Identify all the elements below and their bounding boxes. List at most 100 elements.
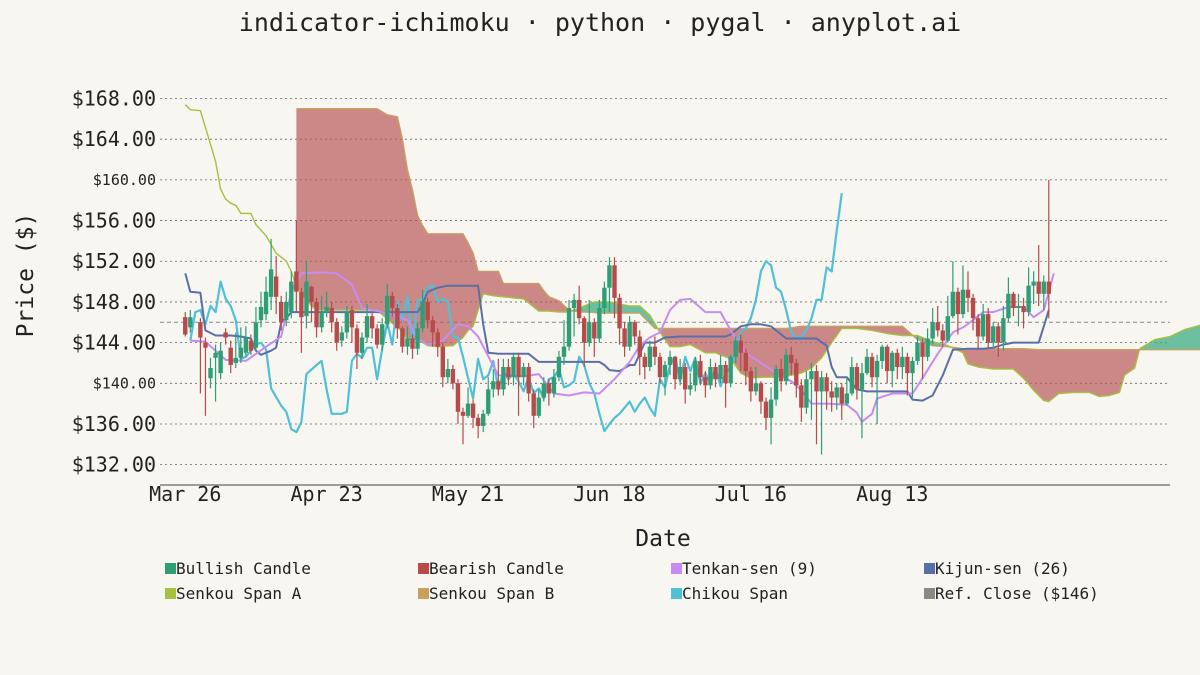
candle-body bbox=[582, 318, 587, 343]
bearish-candle bbox=[248, 334, 254, 355]
bullish-candle bbox=[536, 389, 541, 418]
bearish-candle bbox=[748, 367, 754, 402]
bullish-candle bbox=[188, 310, 193, 333]
candle-body bbox=[344, 312, 350, 333]
bullish-candle bbox=[925, 328, 930, 361]
candle-body bbox=[642, 356, 647, 368]
candle-body bbox=[188, 317, 193, 328]
candle-body bbox=[284, 301, 289, 321]
y-axis-title: Price ($) bbox=[13, 213, 39, 338]
bearish-candle bbox=[652, 336, 658, 365]
bearish-candle bbox=[435, 328, 440, 357]
candle-body bbox=[597, 308, 602, 339]
bullish-candle bbox=[688, 373, 693, 396]
candle-body bbox=[258, 307, 264, 321]
candle-body bbox=[576, 299, 582, 319]
candle-body bbox=[475, 417, 481, 427]
candle-body bbox=[314, 301, 319, 328]
bullish-candle bbox=[667, 350, 673, 376]
bullish-candle bbox=[864, 348, 870, 376]
candle-body bbox=[622, 328, 627, 347]
candle-body bbox=[587, 322, 592, 343]
candle-body bbox=[536, 397, 541, 416]
bearish-candle bbox=[546, 379, 552, 406]
y-tick-label: $140.00 bbox=[93, 374, 156, 392]
candle-body bbox=[632, 322, 637, 337]
bullish-candle bbox=[945, 295, 950, 343]
candle-body bbox=[991, 326, 996, 343]
candle-body bbox=[435, 332, 440, 347]
bullish-candle bbox=[900, 346, 905, 380]
bearish-candle bbox=[632, 320, 637, 345]
bullish-candle bbox=[950, 261, 956, 319]
candle-body bbox=[440, 346, 445, 378]
candle-body bbox=[738, 340, 743, 353]
candle-body bbox=[900, 356, 905, 368]
bullish-candle bbox=[677, 358, 683, 386]
candle-body bbox=[450, 369, 456, 384]
bearish-candle bbox=[349, 305, 355, 343]
candle-body bbox=[945, 316, 950, 341]
bearish-candle bbox=[1011, 291, 1016, 317]
bearish-candle bbox=[576, 285, 582, 325]
bearish-candle bbox=[672, 356, 678, 390]
candle-body bbox=[612, 265, 617, 298]
candle-body bbox=[359, 337, 365, 353]
candle-body bbox=[556, 356, 562, 378]
bearish-candle bbox=[460, 407, 466, 445]
bullish-candle bbox=[571, 293, 577, 337]
bearish-candle bbox=[582, 316, 587, 368]
y-tick-label: $144.00 bbox=[72, 331, 156, 355]
candle-body bbox=[263, 291, 269, 315]
bullish-candle bbox=[1006, 277, 1011, 323]
candle-body bbox=[869, 356, 875, 378]
bearish-candle bbox=[738, 334, 743, 372]
bearish-candle bbox=[698, 354, 703, 386]
y-tick-label: $164.00 bbox=[72, 127, 156, 151]
bearish-candle bbox=[526, 362, 531, 402]
candle-body bbox=[859, 373, 865, 390]
candle-body bbox=[369, 316, 375, 329]
candle-body bbox=[804, 379, 809, 408]
candle-body bbox=[551, 377, 557, 394]
bearish-candle bbox=[905, 352, 910, 396]
candle-body bbox=[758, 383, 764, 402]
candlesticks bbox=[183, 179, 1051, 455]
bullish-candle bbox=[910, 356, 915, 398]
bearish-candle bbox=[637, 330, 642, 376]
candle-body bbox=[541, 383, 546, 398]
bullish-candle bbox=[319, 295, 324, 333]
candle-body bbox=[334, 322, 339, 343]
candle-body bbox=[299, 291, 304, 318]
candle-body bbox=[652, 346, 658, 357]
legend-item: Bearish Candle bbox=[418, 559, 564, 578]
bullish-candle bbox=[213, 344, 218, 402]
candle-body bbox=[339, 332, 344, 341]
bullish-candle bbox=[289, 271, 294, 319]
candle-body bbox=[268, 269, 274, 297]
bullish-candle bbox=[693, 356, 698, 392]
candle-body bbox=[773, 369, 779, 400]
y-tick-label: $156.00 bbox=[72, 209, 156, 233]
candle-body bbox=[703, 377, 708, 386]
legend-swatch bbox=[671, 588, 682, 599]
candle-body bbox=[662, 364, 668, 378]
legend-item: Tenkan-sen (9) bbox=[671, 559, 817, 578]
candle-body bbox=[753, 383, 759, 392]
candle-body bbox=[839, 387, 844, 404]
candle-body bbox=[521, 367, 526, 378]
candle-body bbox=[723, 364, 728, 384]
candle-body bbox=[1041, 281, 1046, 294]
candle-body bbox=[874, 360, 880, 378]
candle-body bbox=[374, 328, 380, 345]
candle-body bbox=[516, 356, 521, 378]
legend-label: Chikou Span bbox=[682, 584, 788, 603]
bearish-candle bbox=[799, 379, 804, 422]
bullish-candle bbox=[481, 409, 486, 433]
bearish-candle bbox=[657, 352, 663, 384]
legend-item: Chikou Span bbox=[671, 584, 788, 603]
senkou-span-b-line bbox=[296, 107, 1200, 351]
bearish-candle bbox=[228, 340, 233, 374]
candle-body bbox=[743, 352, 748, 372]
